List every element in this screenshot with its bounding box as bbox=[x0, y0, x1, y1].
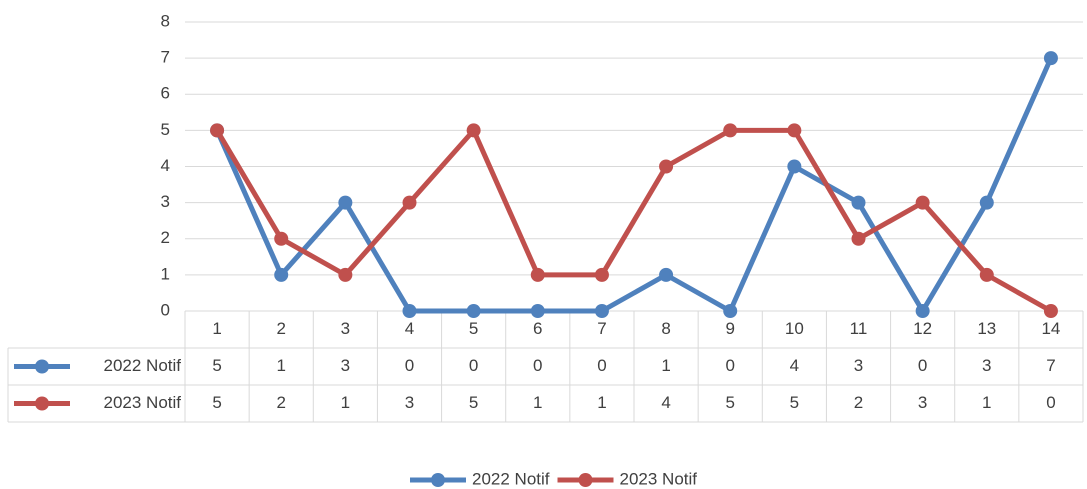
point bbox=[594, 267, 609, 282]
table-value: 7 bbox=[1046, 356, 1055, 375]
table-value: 0 bbox=[597, 356, 606, 375]
table-value: 0 bbox=[725, 356, 734, 375]
legend-label: 2022 Notif bbox=[472, 469, 550, 488]
x-tick-label: 8 bbox=[661, 319, 670, 338]
point bbox=[402, 195, 417, 210]
point bbox=[979, 195, 994, 210]
y-tick-label: 5 bbox=[161, 120, 170, 139]
table-value: 0 bbox=[533, 356, 542, 375]
legend-marker bbox=[578, 473, 593, 487]
table-value: 3 bbox=[854, 356, 863, 375]
y-tick-label: 6 bbox=[161, 84, 170, 103]
point bbox=[466, 123, 481, 138]
table-value: 3 bbox=[918, 393, 927, 412]
table-value: 1 bbox=[341, 393, 350, 412]
x-tick-label: 3 bbox=[341, 319, 350, 338]
y-tick-label: 3 bbox=[161, 192, 170, 211]
y-tick-label: 4 bbox=[161, 156, 170, 175]
legend-marker bbox=[35, 396, 49, 411]
point bbox=[659, 159, 674, 174]
point bbox=[594, 304, 609, 318]
table-value: 0 bbox=[1046, 393, 1055, 412]
legend-marker bbox=[35, 359, 49, 374]
table-value: 5 bbox=[212, 393, 221, 412]
y-tick-label: 1 bbox=[161, 264, 170, 283]
table-value: 0 bbox=[918, 356, 927, 375]
table-value: 1 bbox=[276, 356, 285, 375]
x-tick-label: 10 bbox=[785, 319, 804, 338]
point bbox=[1043, 51, 1058, 66]
series-line bbox=[214, 127, 1053, 314]
x-tick-label: 12 bbox=[913, 319, 932, 338]
point bbox=[338, 267, 353, 282]
point bbox=[723, 123, 738, 138]
x-tick-label: 14 bbox=[1041, 319, 1060, 338]
point bbox=[915, 195, 930, 210]
table-value: 5 bbox=[725, 393, 734, 412]
series-line bbox=[214, 57, 1054, 314]
point bbox=[659, 267, 674, 282]
point bbox=[787, 159, 802, 174]
table-value: 0 bbox=[405, 356, 414, 375]
table-value: 4 bbox=[790, 356, 799, 375]
table-value: 3 bbox=[405, 393, 414, 412]
legend-marker bbox=[431, 473, 445, 487]
x-tick-label: 11 bbox=[850, 319, 868, 338]
point bbox=[274, 267, 289, 282]
table-value: 2 bbox=[276, 393, 285, 412]
table-value: 3 bbox=[341, 356, 350, 375]
x-tick-label: 7 bbox=[597, 319, 606, 338]
table-series-name: 2023 Notif bbox=[104, 393, 182, 412]
y-tick-label: 2 bbox=[161, 228, 170, 247]
table-value: 0 bbox=[469, 356, 478, 375]
x-tick-label: 2 bbox=[276, 319, 285, 338]
table-value: 4 bbox=[661, 393, 670, 412]
table-value: 5 bbox=[790, 393, 799, 412]
point bbox=[466, 304, 481, 318]
table-value: 1 bbox=[661, 356, 670, 375]
point bbox=[851, 231, 866, 246]
legend-label: 2023 Notif bbox=[620, 469, 698, 488]
x-tick-label: 4 bbox=[405, 319, 414, 338]
table-series-name: 2022 Notif bbox=[104, 356, 182, 375]
table-value: 3 bbox=[982, 356, 991, 375]
point bbox=[530, 267, 545, 282]
point bbox=[210, 123, 225, 138]
y-tick-label: 0 bbox=[161, 300, 170, 319]
x-tick-label: 1 bbox=[212, 319, 221, 338]
x-tick-label: 6 bbox=[533, 319, 542, 338]
x-tick-label: 13 bbox=[977, 319, 996, 338]
point bbox=[723, 304, 738, 318]
x-tick-label: 9 bbox=[725, 319, 734, 338]
y-tick-label: 7 bbox=[161, 48, 170, 67]
point bbox=[851, 195, 866, 210]
table-value: 5 bbox=[469, 393, 478, 412]
point bbox=[402, 304, 417, 318]
table-value: 1 bbox=[533, 393, 542, 412]
table-value: 2 bbox=[854, 393, 863, 412]
y-tick-label: 8 bbox=[161, 11, 170, 30]
point bbox=[979, 267, 994, 282]
x-tick-label: 5 bbox=[469, 319, 478, 338]
point bbox=[530, 304, 545, 318]
point bbox=[915, 304, 930, 318]
table-value: 1 bbox=[982, 393, 991, 412]
table-value: 5 bbox=[212, 356, 221, 375]
point bbox=[1043, 304, 1058, 318]
point bbox=[338, 195, 353, 210]
table-value: 1 bbox=[597, 393, 606, 412]
point bbox=[274, 231, 289, 246]
point bbox=[787, 123, 802, 138]
